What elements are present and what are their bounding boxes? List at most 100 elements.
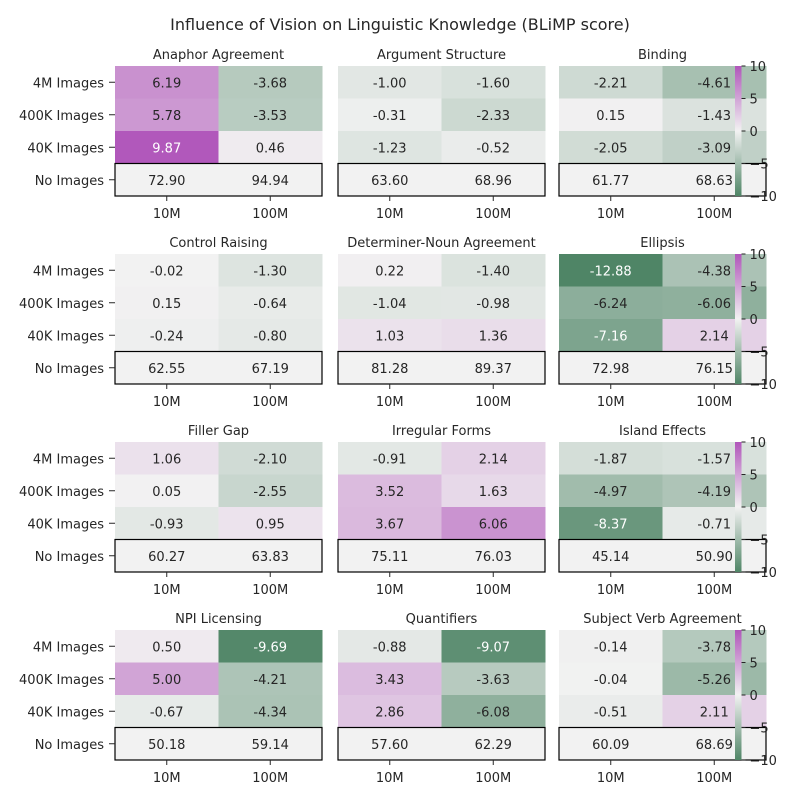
col-label: 100M <box>252 395 288 410</box>
baseline-row-box <box>114 350 323 385</box>
heatmap-cell <box>338 286 442 320</box>
heatmap-cell <box>559 630 663 663</box>
heatmap-cell <box>662 630 767 663</box>
heatmap-cell <box>559 286 663 320</box>
cell-label: -0.31 <box>373 109 407 124</box>
cell-label: -0.71 <box>697 517 731 532</box>
panel-title: Control Raising <box>169 236 267 251</box>
panel-irregular-forms: Irregular Forms -0.91 2.14 3.52 1.63 3.67 6.06… <box>337 424 546 598</box>
panel-title: NPI Licensing <box>175 612 262 627</box>
colorbar-tick-label: 0 <box>750 313 758 328</box>
panel-anaphor-agreement: Anaphor Agreement 6.19 -3.68 5.78 -3.53 9.87 0… <box>19 48 323 222</box>
cell-label: -5.26 <box>697 673 731 688</box>
heatmap-cell <box>662 695 767 728</box>
cell-label: -2.05 <box>594 141 628 156</box>
cell-label: 6.19 <box>152 76 181 91</box>
baseline-row-box <box>337 538 546 573</box>
heatmap-cell <box>662 507 767 540</box>
row-label: 4M Images <box>33 640 104 655</box>
cell-label: -1.43 <box>697 109 731 124</box>
cell-label: -0.52 <box>476 141 510 156</box>
cell-label: 1.63 <box>479 485 508 500</box>
baseline-label: 50.90 <box>696 550 733 565</box>
col-label: 10M <box>597 771 625 786</box>
cell-label: -1.00 <box>373 76 407 91</box>
baseline-row-box <box>558 726 767 761</box>
panel-npi-licensing: NPI Licensing 0.50 -9.69 5.00 -4.21 -0.67 -4.3… <box>19 612 323 786</box>
heatmap-cell <box>218 442 323 475</box>
heatmap-cell <box>115 507 219 540</box>
cell-label: -0.88 <box>373 640 407 655</box>
cell-label: -0.80 <box>253 329 287 344</box>
colorbar-tick-label: 5 <box>750 281 758 296</box>
cell-label: -0.67 <box>150 705 184 720</box>
colorbar-tick-label: 5 <box>750 657 758 672</box>
row-label: 400K Images <box>19 109 104 124</box>
heatmap-cell <box>115 131 219 164</box>
cell-label: 5.00 <box>152 673 181 688</box>
baseline-row-box <box>558 162 767 197</box>
heatmap-cell <box>441 474 546 508</box>
row-label: 400K Images <box>19 297 104 312</box>
heatmap-cell <box>338 695 442 728</box>
heatmap-cell <box>338 507 442 540</box>
cell-label: -3.78 <box>697 640 731 655</box>
heatmap-cell <box>662 98 767 132</box>
heatmap-cell <box>441 662 546 696</box>
heatmap-cell <box>115 319 219 352</box>
panel-ellipsis: Ellipsis -12.88 -4.38 -6.24 -6.06 -7.16 2.14 72… <box>558 236 767 410</box>
row-label: 4M Images <box>33 452 104 467</box>
baseline-label: 59.14 <box>252 738 289 753</box>
heatmap-cell <box>338 66 442 99</box>
cell-label: -3.63 <box>476 673 510 688</box>
col-label: 10M <box>597 207 625 222</box>
cell-label: -6.24 <box>594 297 628 312</box>
colorbar-gradient <box>735 630 742 760</box>
cell-label: 1.06 <box>152 452 181 467</box>
col-label: 100M <box>475 771 511 786</box>
col-label: 10M <box>597 583 625 598</box>
panel-control-raising: Control Raising -0.02 -1.30 0.15 -0.64 -0.24 -… <box>19 236 323 410</box>
heatmap-cell <box>338 98 442 132</box>
heatmap-cell <box>218 131 323 164</box>
panel-quantifiers: Quantifiers -0.88 -9.07 3.43 -3.63 2.86 -6.08 5… <box>337 612 546 786</box>
col-label: 10M <box>376 395 404 410</box>
colorbar-gradient <box>735 442 742 572</box>
heatmap-cell <box>218 98 323 132</box>
cell-label: 2.86 <box>375 705 404 720</box>
cell-label: -3.68 <box>253 76 287 91</box>
cell-label: -1.87 <box>594 452 628 467</box>
baseline-label: 68.63 <box>696 174 733 189</box>
heatmap-cell <box>662 474 767 508</box>
row-label: 40K Images <box>27 329 104 344</box>
baseline-label: 76.15 <box>696 362 733 377</box>
colorbars-group: 10 5 0 −5 −10 10 5 0 −5 −10 10 5 0 −5 −10 10 5 0 −5 −10 <box>735 60 777 769</box>
cell-label: -0.04 <box>594 673 628 688</box>
col-label: 10M <box>376 207 404 222</box>
cell-label: -4.19 <box>697 485 731 500</box>
col-label: 10M <box>153 583 181 598</box>
panel-title: Irregular Forms <box>392 424 491 439</box>
cell-label: 2.11 <box>700 705 729 720</box>
colorbar-gradient <box>735 254 742 384</box>
heatmap-cell <box>662 319 767 352</box>
colorbar-tick-label: −10 <box>750 190 777 205</box>
heatmap-cell <box>115 662 219 696</box>
heatmap-cell <box>338 662 442 696</box>
baseline-row-box <box>337 350 546 385</box>
cell-label: 6.06 <box>479 517 508 532</box>
cell-label: 3.43 <box>375 673 404 688</box>
col-label: 100M <box>252 771 288 786</box>
cell-label: -12.88 <box>590 264 632 279</box>
cell-label: -6.08 <box>476 705 510 720</box>
colorbar: 10 5 0 −5 −10 <box>735 248 777 393</box>
cell-label: -1.23 <box>373 141 407 156</box>
col-label: 10M <box>153 207 181 222</box>
cell-label: -1.40 <box>476 264 510 279</box>
heatmap-cell <box>115 66 219 99</box>
heatmap-cell <box>338 254 442 287</box>
col-label: 100M <box>696 395 732 410</box>
baseline-label: 76.03 <box>475 550 512 565</box>
heatmap-cell <box>338 442 442 475</box>
